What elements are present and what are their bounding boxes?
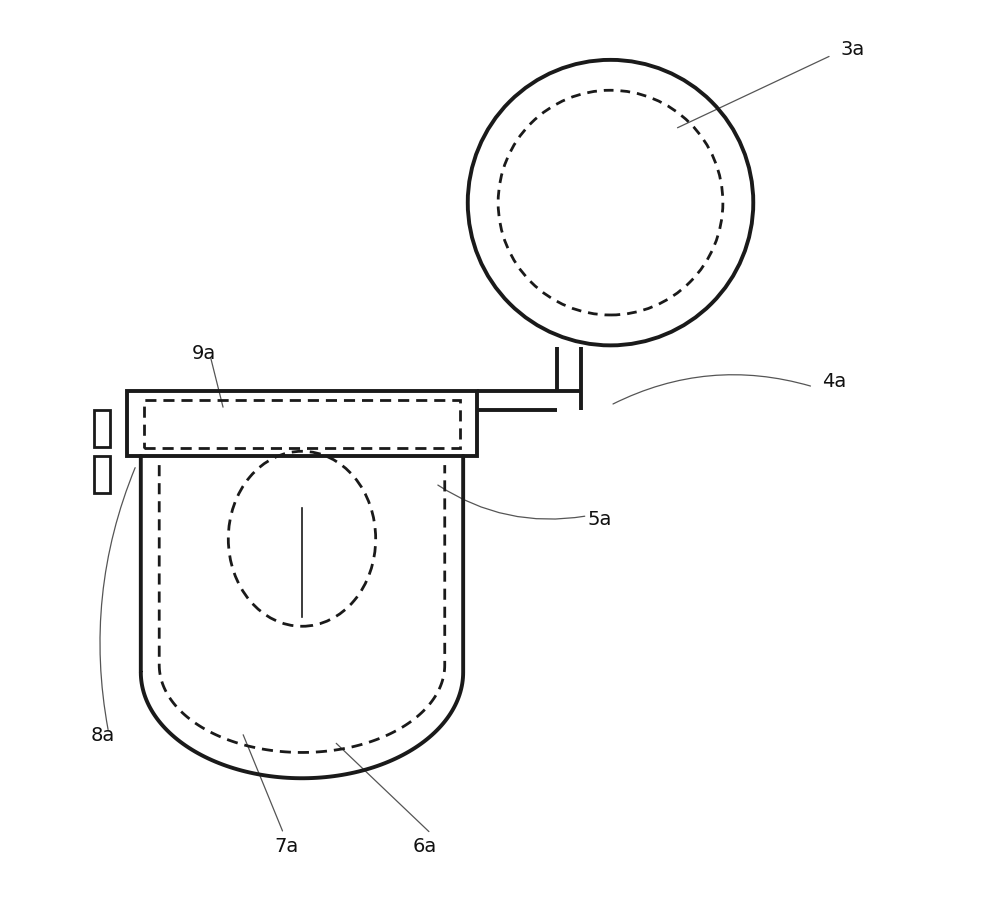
Text: 4a: 4a bbox=[822, 372, 847, 391]
Bar bbox=[127, 391, 477, 456]
Bar bbox=[144, 400, 460, 448]
Text: 5a: 5a bbox=[587, 510, 612, 529]
Text: 7a: 7a bbox=[274, 837, 299, 856]
Bar bbox=[94, 456, 110, 493]
Bar bbox=[94, 410, 110, 447]
Text: 8a: 8a bbox=[90, 727, 114, 745]
Text: 9a: 9a bbox=[191, 344, 216, 363]
Text: 6a: 6a bbox=[413, 837, 437, 856]
Text: 3a: 3a bbox=[841, 41, 865, 59]
